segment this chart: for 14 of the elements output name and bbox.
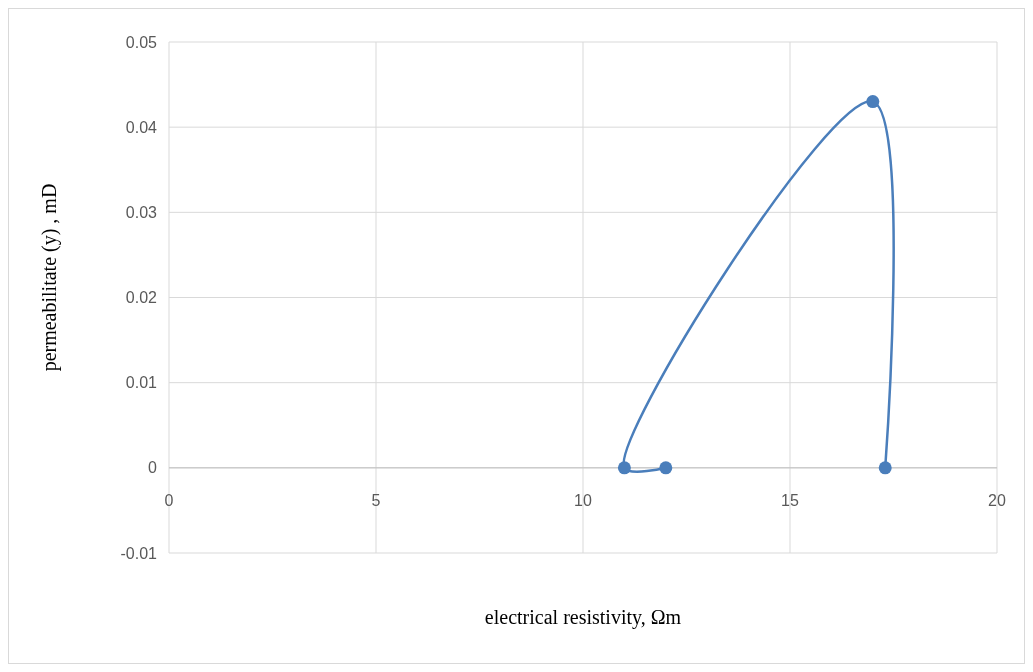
- y-tick-label: 0.05: [125, 33, 158, 51]
- x-tick-label: 5: [371, 491, 381, 509]
- x-tick-label: 10: [574, 491, 592, 509]
- y-tick-label: 0: [148, 459, 158, 477]
- y-tick-label: 0.01: [125, 374, 158, 392]
- y-axis-title: permeabilitate (y) , mD: [38, 183, 61, 372]
- y-tick-label: -0.01: [120, 544, 158, 562]
- x-tick-label: 15: [781, 491, 799, 509]
- x-tick-label: 0: [164, 491, 174, 509]
- x-axis-title: electrical resistivity, Ωm: [484, 606, 682, 629]
- y-tick-label: 0.02: [125, 289, 158, 307]
- y-tick-label: 0.04: [125, 118, 158, 136]
- y-tick-label: 0.03: [125, 203, 158, 221]
- x-tick-label: 20: [988, 491, 1006, 509]
